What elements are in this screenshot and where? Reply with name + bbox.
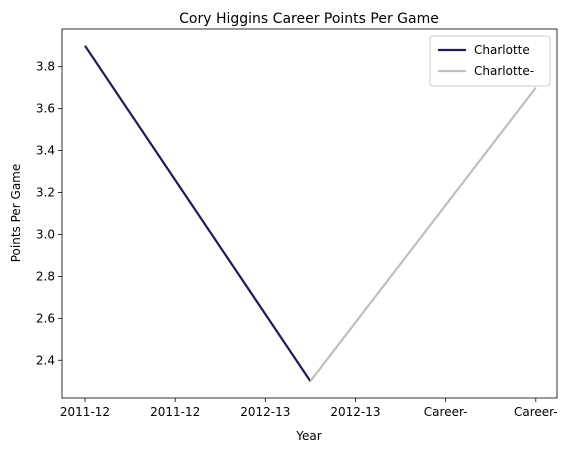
legend: Charlotte Charlotte-: [429, 35, 551, 87]
legend-label: Charlotte-: [474, 64, 534, 78]
y-axis-label: Points Per Game: [9, 164, 23, 263]
y-tick-label: 3.6: [36, 102, 55, 116]
y-axis-ticks: 2.4 2.6 2.8 3.0 3.2 3.4 3.6 3.8: [36, 60, 62, 367]
plot-frame: [61, 28, 558, 399]
x-axis-ticks: 2011-12 2011-12 2012-13 2012-13 Career- Caree…: [60, 398, 558, 419]
y-tick-label: 3.0: [36, 227, 55, 241]
x-tick-label: 2012-13: [330, 405, 380, 419]
legend-label: Charlotte: [474, 43, 530, 57]
y-tick-label: 2.6: [36, 311, 55, 325]
x-tick-label: 2011-12: [150, 405, 200, 419]
y-tick-label: 3.4: [36, 144, 55, 158]
x-tick-label: Career-: [514, 405, 558, 419]
x-axis-label: Year: [295, 429, 321, 443]
y-tick-label: 3.2: [36, 186, 55, 200]
y-tick-label: 3.8: [36, 60, 55, 74]
series-line-2: [309, 87, 537, 382]
x-tick-label: 2011-12: [60, 405, 110, 419]
legend-box: [429, 35, 551, 87]
x-tick-label: 2012-13: [240, 405, 290, 419]
y-tick-label: 2.4: [36, 353, 55, 367]
chart-title: Cory Higgins Career Points Per Game: [179, 11, 439, 27]
x-tick-label: Career-: [424, 405, 468, 419]
y-tick-label: 2.8: [36, 269, 55, 283]
series-line-1: [84, 45, 312, 382]
series-layer: [84, 45, 537, 382]
